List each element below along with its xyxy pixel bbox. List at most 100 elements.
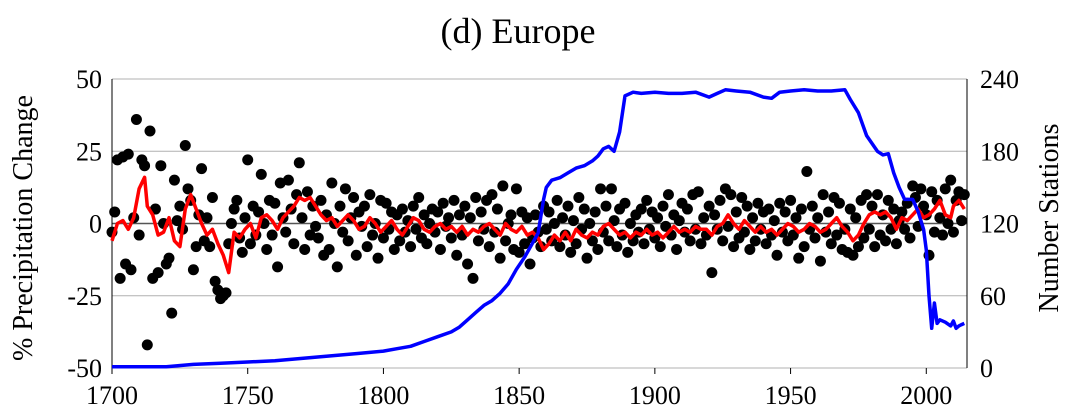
data-point [939, 183, 951, 195]
data-point [956, 215, 968, 227]
data-point [947, 226, 959, 238]
data-point [825, 238, 837, 250]
data-point [139, 160, 151, 172]
data-point [231, 194, 243, 206]
data-point [798, 241, 810, 253]
data-point [261, 244, 273, 256]
data-point [844, 203, 856, 215]
data-point [657, 200, 669, 212]
data-point [779, 206, 791, 218]
data-point [339, 183, 351, 195]
data-point [608, 215, 620, 227]
data-point [717, 235, 729, 247]
data-point [472, 235, 484, 247]
data-point [790, 212, 802, 224]
data-point [453, 209, 465, 221]
data-point [570, 238, 582, 250]
smoothed-line [110, 175, 966, 275]
data-point [282, 174, 294, 186]
data-point [220, 287, 232, 299]
data-point [122, 148, 134, 160]
data-point [899, 223, 911, 235]
data-point [494, 252, 506, 264]
x-tick-label: 1950 [765, 381, 817, 410]
data-point [190, 241, 202, 253]
data-point [812, 212, 824, 224]
data-point [163, 252, 175, 264]
series-lines [110, 88, 966, 369]
data-point [896, 206, 908, 218]
x-tick-label: 1700 [86, 381, 138, 410]
data-point [462, 258, 474, 270]
data-point [823, 206, 835, 218]
data-point [554, 241, 566, 253]
data-point [567, 215, 579, 227]
data-point [497, 180, 509, 192]
data-point [483, 241, 495, 253]
data-point [652, 212, 664, 224]
data-point [934, 212, 946, 224]
data-point [852, 241, 864, 253]
data-point [747, 212, 759, 224]
data-point [434, 244, 446, 256]
data-point [795, 203, 807, 215]
data-point [662, 189, 674, 201]
data-point [586, 235, 598, 247]
data-point [225, 218, 237, 229]
data-point [847, 249, 859, 261]
data-point [760, 238, 772, 250]
data-point [869, 241, 881, 253]
data-point [654, 241, 666, 253]
y2-axis-title: Number Stations [1034, 124, 1065, 313]
data-point [728, 241, 740, 253]
data-point [174, 200, 186, 212]
data-point [578, 203, 590, 215]
y2-tick-label: 180 [980, 137, 1019, 166]
data-point [584, 218, 596, 229]
data-point [171, 215, 183, 227]
data-point [358, 200, 370, 212]
data-point [809, 232, 821, 244]
data-point [863, 223, 875, 235]
data-point [771, 249, 783, 261]
data-point [293, 157, 305, 169]
data-point [242, 154, 254, 166]
data-point [296, 212, 308, 224]
y-tick-label: 25 [76, 137, 102, 166]
data-point [489, 226, 501, 238]
data-point [624, 218, 636, 229]
data-point [255, 168, 267, 180]
data-point [448, 194, 460, 206]
data-point [890, 238, 902, 250]
data-point [945, 174, 957, 186]
y2-axis-ticks: 0 60 120 180 240 [980, 65, 1019, 383]
data-point [301, 186, 313, 198]
data-point [312, 232, 324, 244]
data-point [635, 203, 647, 215]
station-count-line [112, 88, 966, 369]
data-point [573, 191, 585, 203]
data-point [187, 264, 199, 276]
data-point [410, 223, 422, 235]
data-point [130, 113, 142, 125]
data-point [513, 246, 525, 258]
data-point [581, 252, 593, 264]
data-point [698, 212, 710, 224]
data-point [166, 307, 178, 319]
data-point [337, 226, 349, 238]
data-point [459, 200, 471, 212]
data-point [269, 197, 281, 209]
data-point [367, 229, 379, 241]
data-point [755, 223, 767, 235]
y2-tick-label: 0 [980, 354, 993, 383]
data-point [684, 235, 696, 247]
data-point [388, 244, 400, 256]
x-tick-label: 1800 [357, 381, 409, 410]
data-point [152, 267, 164, 279]
data-point [182, 183, 194, 195]
data-point [741, 200, 753, 212]
data-point [114, 272, 126, 284]
data-point [141, 339, 153, 351]
data-point [396, 203, 408, 215]
data-point [660, 220, 672, 232]
